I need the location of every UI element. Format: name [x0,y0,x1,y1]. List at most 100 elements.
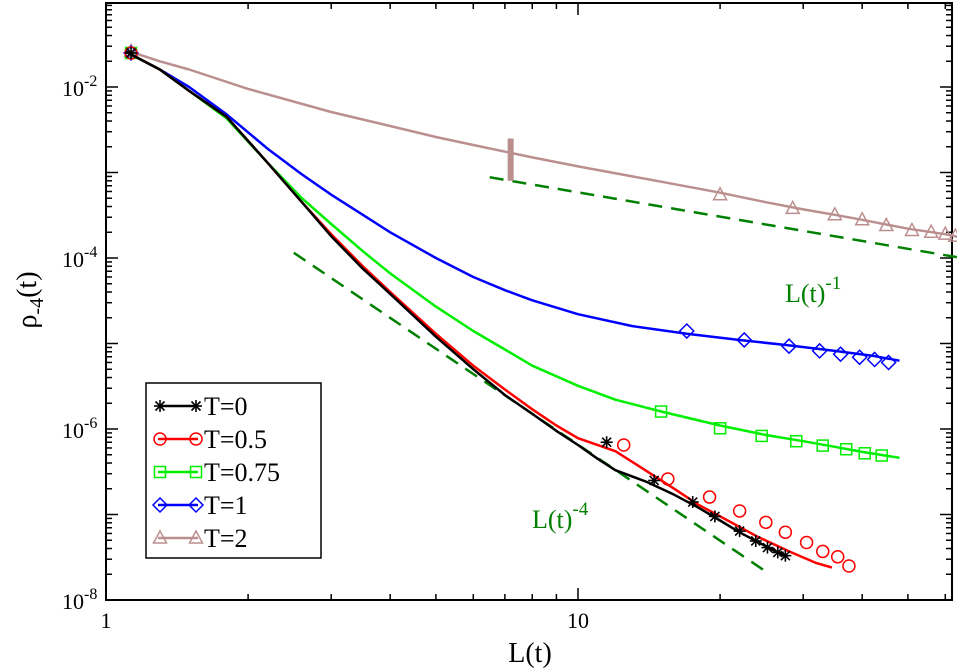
reference-line-label: L(t)-4 [532,499,589,534]
y-tick-label: 10-4 [62,244,97,272]
marker-circle [616,438,631,452]
marker-diamond [736,331,753,349]
legend-label: T=0.75 [204,458,280,487]
legend: T=0 T=0.5 T=0.75 T=1 T=2 [145,382,322,559]
y-tick-label: 10-6 [62,415,97,443]
x-tick-label: 10 [567,608,589,633]
marker-diamond [151,496,169,514]
marker-square [189,465,203,479]
reference-line-label: L(t)-1 [785,273,841,308]
marker-diamond [678,322,695,340]
legend-item-t-2: T=2 [152,524,248,553]
marker-circle [830,550,845,564]
marker-star [600,436,613,449]
marker-circle [732,504,747,518]
marker-circle [759,515,773,530]
marker-triangle [827,206,843,221]
marker-square [790,434,803,448]
marker-diamond [811,342,828,359]
marker-diamond [780,338,798,355]
y-tick-label-exp: -6 [84,415,97,432]
reference-label-base: L(t) [785,279,825,308]
marker-square [713,422,727,435]
legend-item-t-1: T=1 [151,491,248,520]
annotations: L(t)-4L(t)-1 [507,138,841,534]
y-tick-label-base: 10 [62,418,84,443]
marker-triangle [937,225,954,240]
marker-square [858,447,871,460]
marker-diamond [880,354,897,371]
y-tick-label-base: 10 [62,247,84,272]
marker-triangle [784,199,801,215]
series-line [125,48,957,238]
legend-items: T=0 T=0.5 T=0.75 T=1 T=2 [151,392,280,553]
y-tick-label-exp: -2 [84,73,97,90]
marker-circle [702,490,717,504]
series-layer [122,42,957,573]
marker-circle [842,559,856,573]
y-tick-label-base: 10 [62,76,84,101]
marker-circle [815,544,830,559]
series-t-1 [122,44,900,371]
y-tick-label: 10-8 [62,586,97,614]
marker-star [733,525,746,538]
marker-square [755,429,768,443]
marker-diamond [866,351,883,368]
marker-star [761,541,774,554]
marker-star [190,400,202,412]
marker-circle [153,432,167,446]
y-axis-label: ρ-4(t) [12,271,48,328]
y-tick-label-exp: -8 [84,586,97,603]
marker-square [153,465,167,479]
marker-triangle [904,221,920,237]
marker-star [648,474,661,487]
series-line [124,50,900,362]
legend-label: T=0.5 [204,425,267,454]
reference-lines [293,176,957,576]
series-t-0 [124,46,792,562]
marker-triangle [152,529,168,544]
y-tick-label: 10-2 [62,73,97,101]
marker-triangle [878,216,895,232]
legend-label: T=1 [204,491,248,520]
marker-square [875,449,888,462]
reference-label-base: L(t) [532,505,572,534]
y-axis-label-tail: (t) [12,271,43,297]
marker-star [749,534,762,547]
series-line [124,50,786,557]
marker-triangle [188,529,204,544]
marker-square [839,442,853,456]
marker-diamond [851,349,868,366]
marker-triangle [854,211,870,226]
marker-star [779,549,792,562]
marker-circle [799,535,814,550]
marker-triangle [923,223,939,239]
marker-star [708,510,721,523]
marker-star [125,46,138,59]
legend-item-t-0-75: T=0.75 [153,458,280,487]
legend-item-t-0-5: T=0.5 [153,425,267,454]
marker-star [154,400,166,412]
y-axis-label-sub: -4 [26,298,48,315]
plot-frame [105,2,953,601]
y-tick-label-base: 10 [62,589,84,614]
y-tick-label-exp: -4 [84,244,97,261]
marker-circle [778,525,793,540]
marker-circle [189,432,203,446]
marker-square [654,405,668,418]
marker-star [686,496,699,509]
legend-item-t-0: T=0 [154,392,248,421]
marker-circle [661,472,675,486]
reference-line [489,176,957,259]
reference-label-exp: -1 [825,273,841,294]
marker-triangle [947,227,957,242]
marker-triangle [712,186,728,201]
marker-diamond [187,496,205,514]
legend-box [145,382,322,559]
marker-diamond [832,346,849,363]
x-axis-label: L(t) [508,638,552,668]
y-axis-label-base: ρ [12,315,43,329]
reference-label-exp: -4 [572,499,588,520]
